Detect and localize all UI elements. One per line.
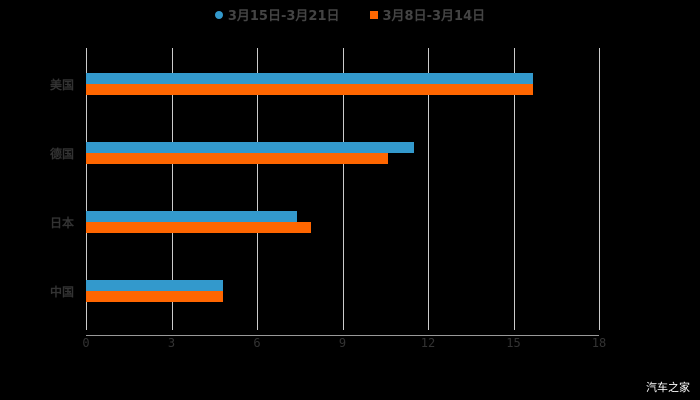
gridline xyxy=(428,48,429,330)
square-icon xyxy=(369,10,378,19)
y-category-label: 日本 xyxy=(50,216,75,230)
legend: 3月15日-3月21日 3月8日-3月14日 xyxy=(0,5,700,24)
x-axis xyxy=(86,335,599,336)
y-category-label: 美国 xyxy=(50,78,75,92)
x-tick-label: 18 xyxy=(591,336,607,350)
gridline xyxy=(171,48,173,330)
gridline xyxy=(257,48,258,330)
gridline xyxy=(513,48,515,330)
legend-item-series-2[interactable]: 3月8日-3月14日 xyxy=(369,5,486,24)
bar[interactable] xyxy=(86,291,223,302)
x-tick-label: 0 xyxy=(82,336,90,350)
bar[interactable] xyxy=(86,280,223,291)
y-category-label: 德国 xyxy=(50,147,75,161)
y-category-label: 中国 xyxy=(50,285,75,299)
x-tick-label: 15 xyxy=(506,336,521,350)
gridline xyxy=(86,48,87,330)
bar[interactable] xyxy=(86,211,297,222)
gridline xyxy=(599,48,600,330)
legend-item-series-1[interactable]: 3月15日-3月21日 xyxy=(214,5,340,24)
bar[interactable] xyxy=(86,142,414,153)
watermark: 汽车之家 xyxy=(646,381,690,394)
x-tick-label: 9 xyxy=(338,336,347,350)
bar[interactable] xyxy=(86,222,312,233)
plot-area xyxy=(86,48,600,336)
x-tick-label: 12 xyxy=(420,336,436,350)
bar[interactable] xyxy=(86,73,534,84)
gridline xyxy=(342,48,344,330)
legend-label: 3月15日-3月21日 xyxy=(227,9,340,24)
x-tick-label: 3 xyxy=(167,336,176,350)
circle-icon xyxy=(214,10,223,19)
legend-label: 3月8日-3月14日 xyxy=(382,9,486,24)
bar[interactable] xyxy=(86,153,389,164)
bar[interactable] xyxy=(86,84,534,95)
x-tick-label: 6 xyxy=(253,336,261,350)
